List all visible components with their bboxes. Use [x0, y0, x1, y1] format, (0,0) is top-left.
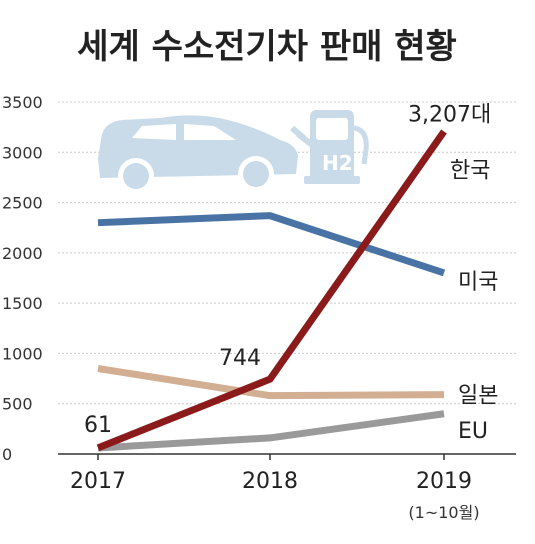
data-label: 744: [219, 346, 261, 371]
y-tick-label: 0: [2, 445, 12, 464]
car-icon: [98, 115, 298, 194]
series-line: [97, 410, 445, 452]
axes: 0 500 1000 1500 2000 2500 3000 3500 2017 2018 2019…: [2, 93, 516, 522]
y-tick-label: 3500: [2, 93, 43, 112]
series-line: [96, 129, 447, 452]
hydrogen-charger-icon: H2: [290, 110, 369, 184]
series-name-label: 일본: [458, 384, 498, 409]
y-tick-label: 1500: [2, 294, 43, 313]
series-name-label: EU: [458, 419, 488, 444]
y-tick-label: 500: [2, 395, 33, 414]
x-sublabel: (1~10월): [408, 503, 479, 522]
series-line: [97, 365, 445, 400]
data-label: 61: [84, 413, 112, 438]
series-line: [97, 212, 446, 277]
y-tick-label: 2500: [2, 194, 43, 213]
chart-title: 세계 수소전기차 판매 현황: [77, 27, 457, 67]
charger-label: H2: [322, 151, 353, 175]
series-name-label: 한국: [450, 158, 490, 183]
series: [96, 129, 447, 452]
car-charger-illustration: H2: [98, 110, 369, 194]
x-tick-label: 2017: [70, 469, 126, 494]
data-label: 3,207대: [408, 102, 491, 127]
y-tick-label: 1000: [2, 344, 43, 363]
x-tick-label: 2018: [242, 469, 298, 494]
series-name-label: 미국: [458, 270, 498, 295]
y-tick-label: 3000: [2, 143, 43, 162]
y-tick-label: 2000: [2, 244, 43, 263]
x-tick-label: 2019: [416, 469, 472, 494]
